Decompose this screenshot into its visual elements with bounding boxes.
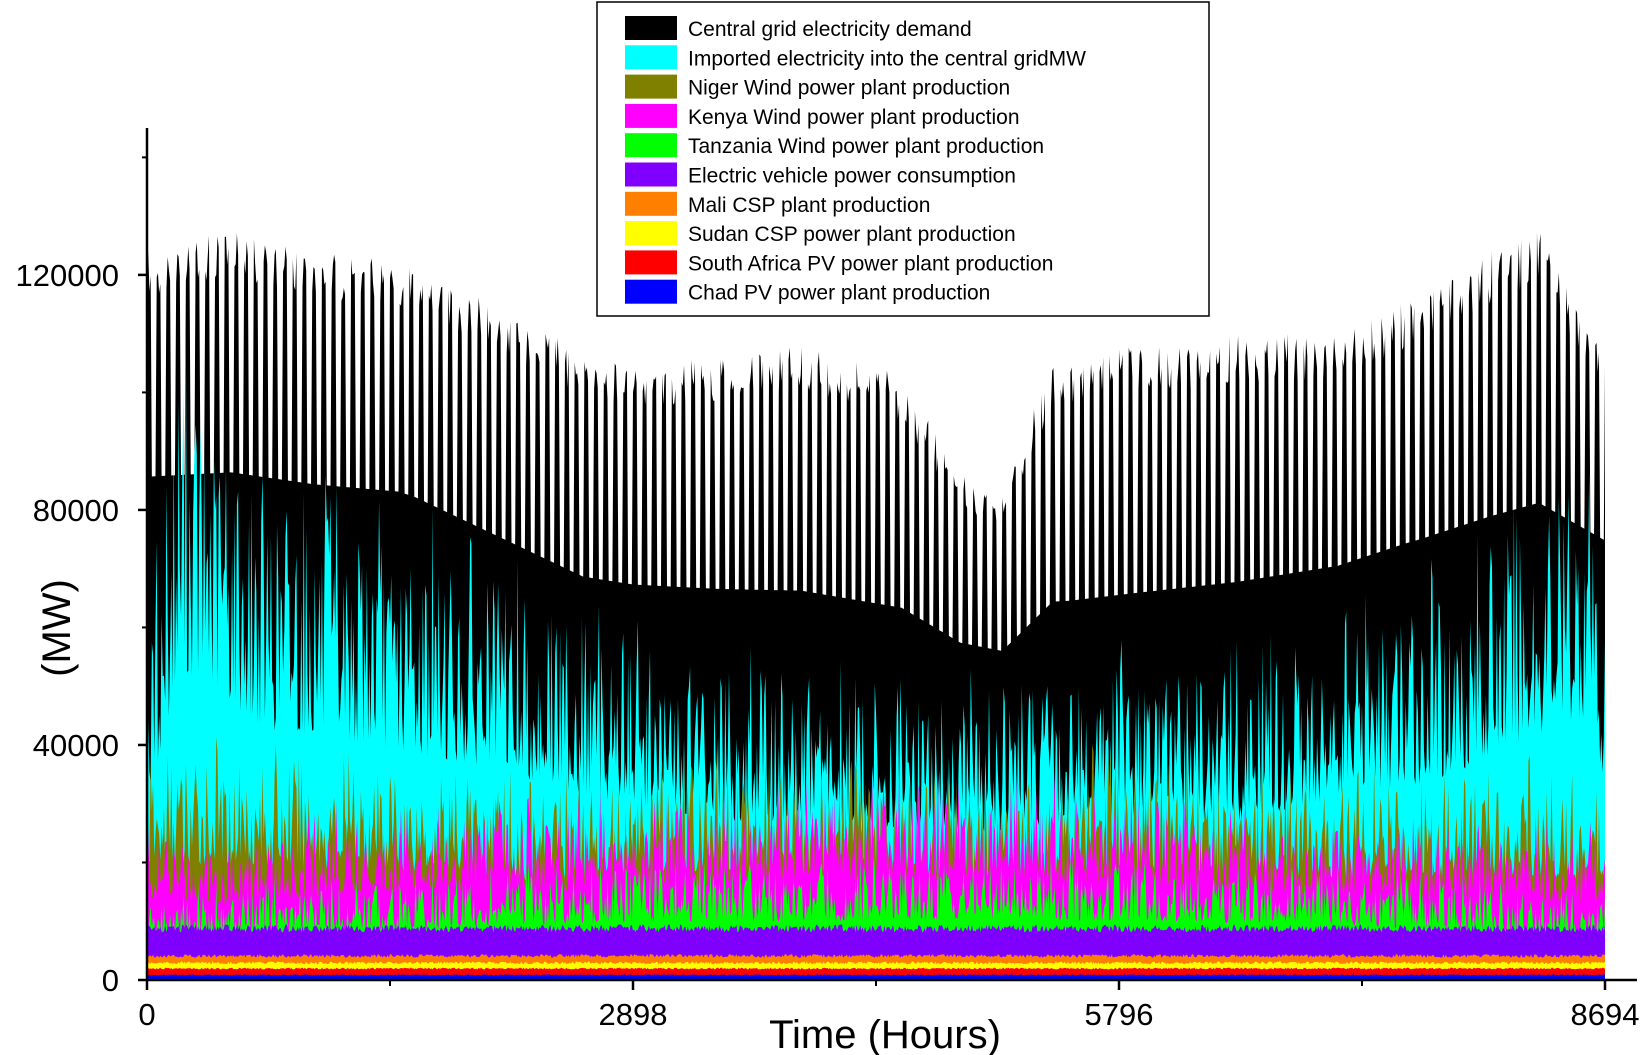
x-tick-label: 8694 (1571, 997, 1640, 1032)
x-axis-title: Time (Hours) (769, 1013, 1001, 1055)
legend-label: Sudan CSP power plant production (688, 223, 1016, 246)
legend-swatch (625, 250, 677, 275)
ticks: 0 40000 80000 120000 0 2898 5796 8694 (16, 156, 1640, 1032)
legend-swatch (625, 45, 677, 70)
legend: Central grid electricity demand Imported … (596, 1, 1210, 317)
series-area-imported-electricity-into-the-central-gridmw (147, 331, 1605, 980)
legend-swatch (625, 279, 677, 304)
legend-label: Chad PV power plant production (688, 282, 990, 305)
y-tick-label: 40000 (33, 728, 119, 763)
legend-swatch (625, 133, 677, 158)
y-tick-label: 0 (102, 963, 119, 998)
legend-swatch (625, 221, 677, 246)
plot-area (147, 232, 1605, 980)
legend-swatch (625, 16, 677, 40)
legend-label: Central grid electricity demand (688, 18, 972, 41)
legend-swatch (625, 191, 677, 216)
legend-swatch (625, 162, 677, 187)
y-tick-label: 120000 (16, 258, 119, 293)
series-area-chad-pv-power-plant-production (147, 974, 1605, 980)
x-tick-label: 5796 (1085, 997, 1154, 1032)
x-tick-label: 0 (138, 997, 155, 1032)
axes (145, 128, 1637, 982)
legend-label: Mali CSP plant production (688, 194, 930, 217)
y-tick-label: 80000 (33, 493, 119, 528)
legend-swatch (625, 74, 677, 99)
legend-label: Niger Wind power plant production (688, 77, 1010, 100)
legend-label: South Africa PV power plant production (688, 252, 1053, 275)
legend-label: Tanzania Wind power plant production (688, 135, 1044, 158)
legend-swatch (625, 103, 677, 128)
legend-label: Imported electricity into the central gr… (688, 47, 1086, 70)
y-axis-title: (MW) (35, 579, 79, 677)
legend-box (596, 1, 1210, 317)
legend-label: Kenya Wind power plant production (688, 106, 1020, 129)
x-tick-label: 2898 (599, 997, 668, 1032)
legend-label: Electric vehicle power consumption (688, 165, 1016, 188)
